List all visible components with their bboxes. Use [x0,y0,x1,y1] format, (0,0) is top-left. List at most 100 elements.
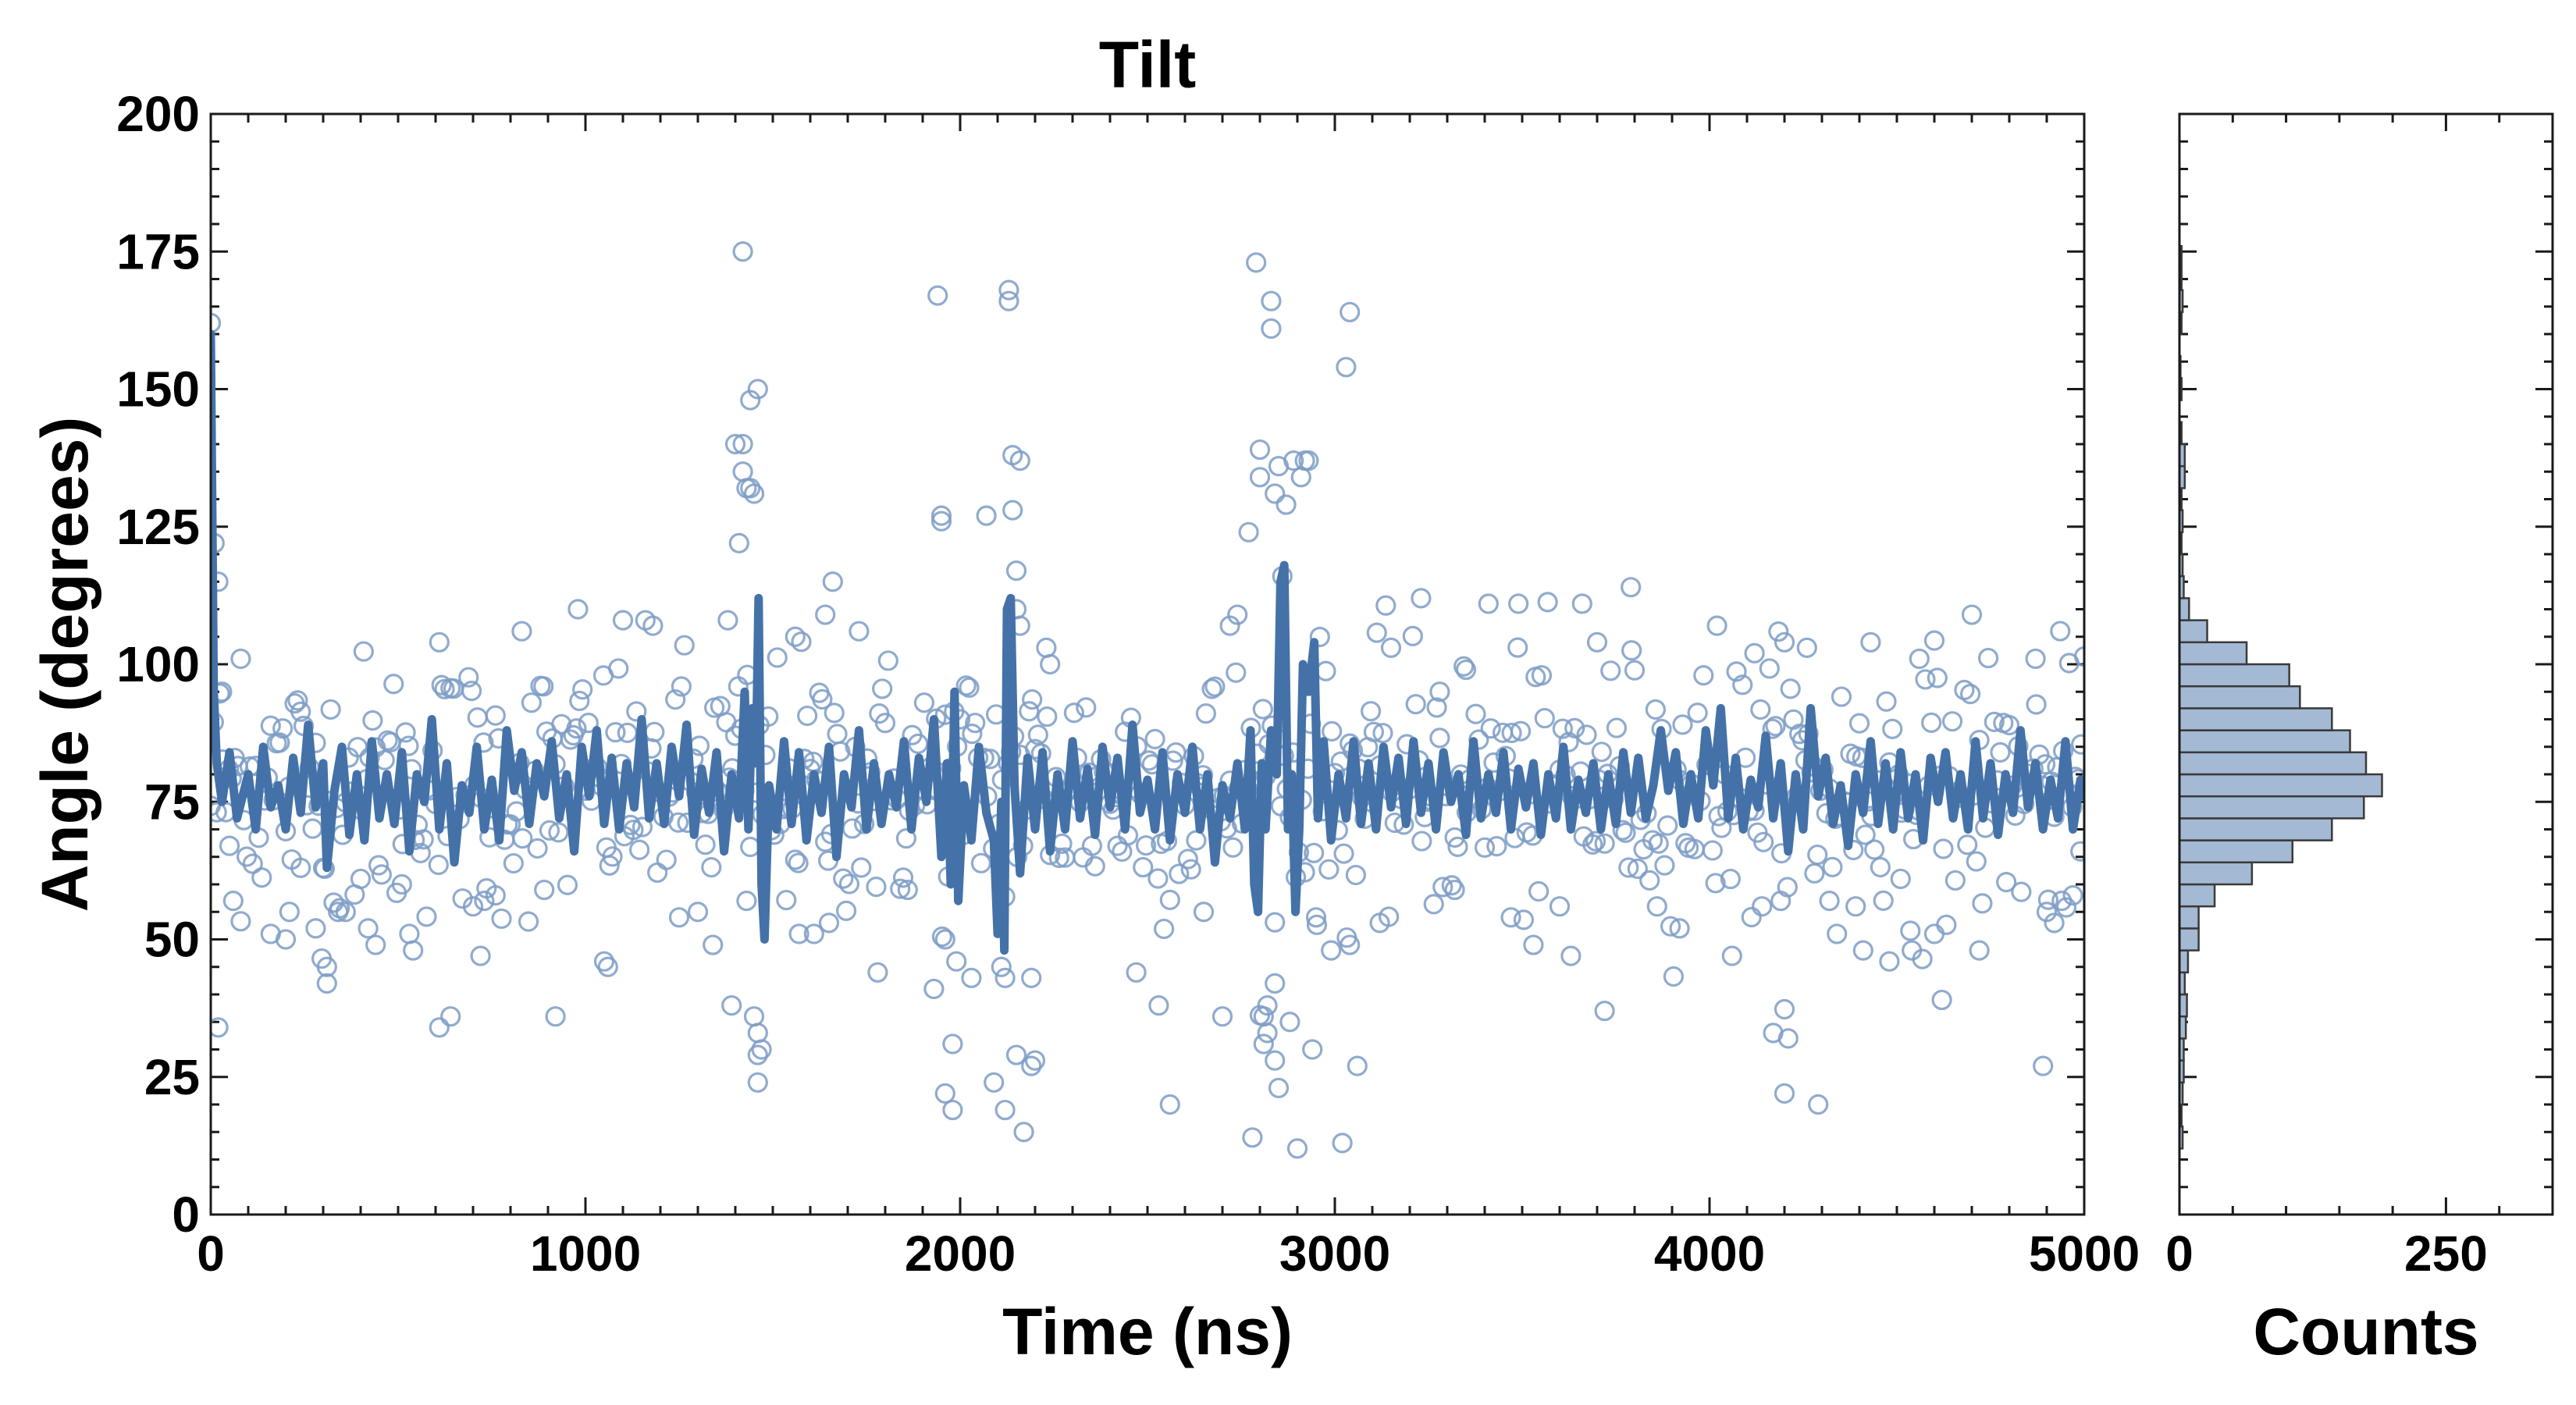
scatter-point [1309,626,1330,648]
scatter-point [1005,560,1027,582]
scatter-point [1624,660,1646,681]
scatter-point [1876,691,1897,712]
scatter-point [597,956,618,977]
scatter-point [1510,720,1532,742]
scatter-point [1582,834,1603,855]
scatter-point [1478,593,1499,614]
scatter-point [1819,891,1840,912]
scatter-point [671,676,692,697]
scatter-point [1304,842,1325,863]
scatter-point [1845,896,1866,917]
scatter-point [316,956,337,977]
y-tick-label: 100 [116,636,200,692]
scatter-point [822,571,843,592]
scatter-point [353,641,374,662]
scatter-point [1759,658,1780,679]
scatter-point [1144,728,1165,749]
scatter-point [1453,656,1475,677]
y-tick-label: 50 [144,912,200,968]
scatter-point [1822,856,1843,877]
scatter-point [527,838,548,859]
scatter-point [1474,837,1496,858]
scatter-point [897,879,918,901]
scatter-point [803,923,824,944]
scatter-point [290,857,311,878]
histogram-bar [2178,905,2200,930]
scatter-point [290,701,311,722]
scatter-point [1585,831,1606,852]
scatter-point [785,626,806,647]
histogram-bar [2178,751,2368,776]
scatter-point [1705,873,1726,894]
scatter-point [1594,833,1615,854]
scatter-point [1923,923,1945,944]
scatter-point [1411,588,1432,609]
scatter-point [892,867,914,888]
scatter-point [835,900,857,921]
scatter-point [1808,1094,1829,1115]
scatter-point [1780,678,1801,699]
scatter-point [1429,727,1450,749]
scatter-point [665,689,686,710]
scatter-point [931,926,953,948]
scatter-point [1969,940,1990,961]
scatter-point [1159,1094,1180,1115]
scatter-point [395,722,416,743]
scatter-point [961,967,982,988]
scatter-point [512,828,533,849]
scatter-point [791,631,812,653]
scatter-point [629,839,650,860]
scatter-point [1882,718,1903,740]
scatter-point [976,505,997,526]
scatter-point [934,929,955,950]
scatter-point [1534,707,1555,729]
scatter-point [1426,697,1447,718]
scatter-point [872,678,893,699]
scatter-point [1957,834,1978,855]
scatter-point [1693,665,1714,686]
scatter-point [1135,835,1157,856]
scatter-point [1501,722,1522,744]
y-tick-label: 150 [116,361,200,418]
scatter-point [2050,621,2071,642]
scatter-point [1249,439,1271,461]
histogram-x-tick-label: 0 [2165,1225,2194,1282]
scatter-point [824,702,845,724]
scatter-point [557,874,578,895]
scatter-point [747,1044,768,1065]
scatter-point [1741,906,1762,928]
scatter-point [1180,859,1201,880]
scatter-point [462,896,484,917]
scatter-point [815,604,836,625]
scatter-point [1600,660,1621,681]
scatter-point [1076,697,1097,718]
histogram-bars [2178,244,2383,1150]
histogram-bar [2178,817,2333,841]
scatter-point [1024,1050,1046,1071]
scatter-point [358,918,379,939]
scatter-point [398,735,419,756]
scatter-point [942,1033,963,1055]
scatter-point [1005,1044,1027,1065]
scatter-point [1048,847,1069,869]
y-tick-label: 25 [144,1049,200,1105]
scatter-point [1706,615,1727,636]
y-tick-label: 175 [116,223,200,279]
scatter-point [1648,833,1669,854]
scatter-point [1465,703,1486,724]
scatter-point [895,828,916,849]
scatter-point [1257,994,1278,1016]
scatter-point [1855,824,1876,845]
scatter-point [1639,870,1660,891]
scatter-point [667,812,689,833]
scatter-point [1774,1083,1795,1104]
scatter-point [1257,1023,1278,1044]
scatter-point [1923,630,1945,651]
scatter-point [833,868,854,889]
scatter-point [1621,640,1642,661]
scatter-point [1265,973,1286,994]
y-tick-label: 75 [144,774,200,830]
scatter-point [877,650,898,671]
x-tick-label: 0 [197,1225,225,1282]
scatter-point [642,615,664,636]
